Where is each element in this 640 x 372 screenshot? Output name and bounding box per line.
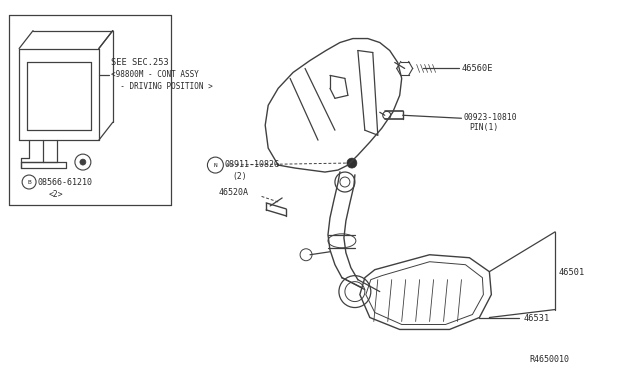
Text: <98800M - CONT ASSY: <98800M - CONT ASSY bbox=[111, 70, 198, 80]
Circle shape bbox=[80, 159, 86, 165]
Text: 46520A: 46520A bbox=[218, 188, 248, 197]
Text: (2): (2) bbox=[232, 172, 247, 181]
Text: R4650010: R4650010 bbox=[529, 355, 569, 364]
Text: 46531: 46531 bbox=[524, 314, 550, 323]
Text: B: B bbox=[28, 180, 31, 185]
Circle shape bbox=[347, 158, 357, 168]
Text: 08911-1082G: 08911-1082G bbox=[225, 160, 279, 169]
Text: <2>: <2> bbox=[49, 190, 63, 199]
Text: 00923-10810: 00923-10810 bbox=[463, 113, 517, 122]
Text: 46501: 46501 bbox=[558, 268, 584, 277]
Text: SEE SEC.253: SEE SEC.253 bbox=[111, 58, 168, 67]
Text: N: N bbox=[214, 163, 217, 167]
Text: 46560E: 46560E bbox=[461, 64, 493, 73]
Text: PIN(1): PIN(1) bbox=[469, 123, 499, 132]
Text: 08566-61210: 08566-61210 bbox=[37, 178, 92, 187]
Text: - DRIVING POSITION >: - DRIVING POSITION > bbox=[111, 82, 212, 92]
